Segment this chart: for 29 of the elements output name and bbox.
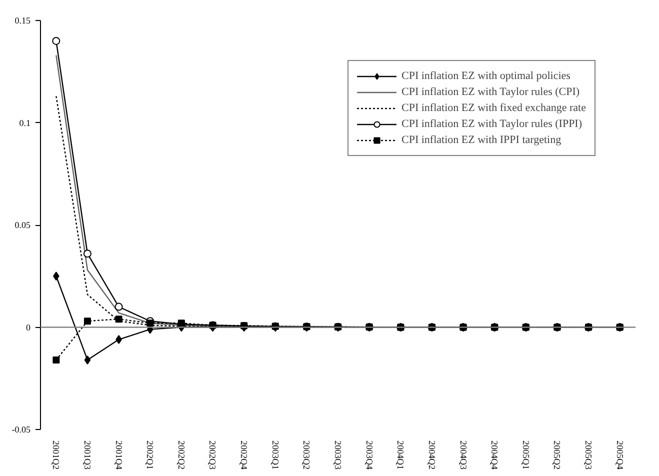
- x-tick-label: 2004Q3: [458, 440, 468, 470]
- x-tick-label: 2003Q4: [364, 440, 374, 470]
- y-tick-label: 0: [26, 322, 31, 332]
- x-tick-label: 2003Q3: [333, 440, 343, 470]
- x-tick-label: 2005Q2: [552, 440, 562, 470]
- x-tick-label: 2002Q1: [145, 440, 156, 470]
- legend-label: CPI inflation EZ with Taylor rules (CPI): [402, 85, 580, 99]
- y-tick-label: 0.15: [14, 16, 31, 26]
- x-tick-label: 2005Q1: [520, 440, 531, 470]
- x-tick-label: 2005Q4: [614, 440, 625, 470]
- y-tick-label: 0.1: [19, 118, 30, 128]
- x-tick-label: 2001Q2: [51, 440, 62, 470]
- x-tick-label: 2004Q1: [396, 440, 406, 470]
- x-tick-label: 2001Q3: [82, 440, 92, 470]
- legend-label: CPI inflation EZ with fixed exchange rate: [402, 101, 586, 115]
- x-tick-label: 2004Q2: [426, 440, 437, 470]
- y-tick-label: 0.05: [14, 220, 31, 230]
- legend-label: CPI inflation EZ with optimal policies: [402, 69, 570, 83]
- x-tick-label: 2002Q3: [208, 440, 218, 470]
- x-tick-label: 2001Q4: [114, 440, 124, 470]
- legend-label: CPI inflation EZ with IPPI targeting: [402, 133, 562, 147]
- x-tick-label: 2005Q3: [584, 440, 594, 470]
- x-tick-label: 2002Q4: [239, 440, 250, 470]
- x-tick-label: 2003Q1: [270, 440, 280, 470]
- legend-label: CPI inflation EZ with Taylor rules (IPPI): [402, 117, 582, 131]
- x-tick-label: 2004Q4: [490, 440, 500, 470]
- x-tick-label: 2003Q2: [302, 440, 312, 470]
- x-tick-label: 2002Q2: [176, 440, 186, 470]
- y-tick-label: -0.05: [12, 424, 31, 434]
